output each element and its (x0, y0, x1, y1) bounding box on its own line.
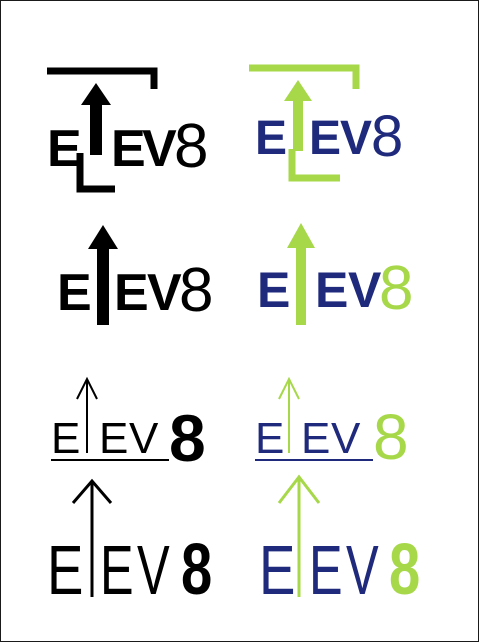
logo-letter-v: V (331, 414, 361, 463)
logo-letter-v: V (142, 120, 177, 178)
logo-letter-v: V (348, 262, 382, 318)
logo-letter-e1: E (57, 264, 92, 322)
elev8-logo-underline-color: E E V 8 (255, 376, 409, 473)
elev8-logo-arrow-black: E E V 8 (57, 225, 213, 325)
logo-letter-v: V (129, 414, 159, 463)
logo-digit-8: 8 (174, 112, 208, 181)
logo-letter-e1: E (255, 112, 287, 165)
logo-letter-e1: E (47, 120, 82, 178)
logo-letter-e1: E (51, 414, 80, 463)
logo-letter-e2: E (301, 414, 330, 463)
elev8-logo-bracket-color: E E V 8 (249, 64, 403, 182)
arrow-icon (81, 83, 111, 155)
logo-letter-v: V (346, 530, 379, 609)
logo-digit-8: 8 (371, 104, 403, 169)
logo-letter-e1: E (259, 532, 295, 610)
logo-letter-e1: E (47, 532, 83, 610)
elev8-logo-arrow-color: E E V 8 (257, 223, 413, 325)
bracket-frame (249, 64, 360, 89)
logo-letter-e2: E (111, 120, 146, 178)
arrow-icon (76, 376, 98, 453)
logo-letter-e2: E (309, 112, 341, 165)
elev8-logo-tall-color: E E V 8 (259, 474, 420, 610)
arrow-icon (88, 225, 118, 325)
logo-digit-8: 8 (389, 529, 420, 609)
logo-digit-8: 8 (179, 256, 213, 325)
logo-letter-v: V (340, 112, 372, 165)
elev8-logo-tall-black: E E V 8 (47, 478, 212, 610)
logo-letter-e2: E (100, 531, 134, 609)
bracket-base (288, 149, 340, 182)
logo-letter-e2: E (99, 414, 128, 463)
logo-digit-8: 8 (169, 401, 206, 475)
logo-digit-8: 8 (379, 254, 413, 323)
logo-letter-e2: E (114, 264, 149, 322)
arrow-icon (71, 478, 113, 597)
arrow-icon (278, 376, 300, 453)
elev8-logo-underline-black: E E V 8 (51, 376, 206, 475)
bracket-frame (47, 67, 158, 89)
arrow-icon (284, 80, 312, 151)
arrow-icon (277, 474, 321, 597)
logo-digit-8: 8 (373, 401, 409, 473)
logo-letter-e1: E (255, 414, 284, 463)
logo-letter-e2: E (309, 531, 343, 609)
logo-letter-v: V (137, 530, 170, 609)
logo-digit-8: 8 (181, 529, 212, 609)
bracket-base (76, 153, 115, 193)
logo-letter-e1: E (257, 262, 290, 318)
logo-letter-e2: E (315, 262, 348, 318)
logo-letter-v: V (147, 264, 182, 322)
arrow-icon (287, 223, 315, 325)
elev8-logo-bracket-black: E E V 8 (47, 67, 208, 193)
